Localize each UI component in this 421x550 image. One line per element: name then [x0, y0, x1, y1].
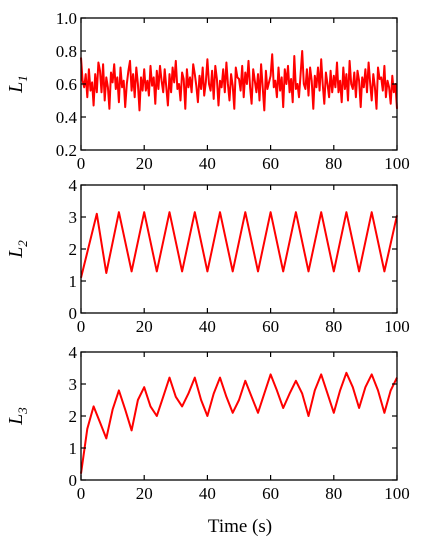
x-tick-label: 100: [384, 154, 410, 173]
x-tick-label: 20: [136, 317, 153, 336]
x-tick-label: 40: [199, 484, 216, 503]
y-tick-label: 1: [69, 272, 78, 291]
x-tick-label: 80: [325, 484, 342, 503]
x-tick-label: 60: [262, 317, 279, 336]
y-tick-label: 3: [69, 208, 78, 227]
y-axis-label: L3: [5, 407, 30, 426]
plot-frame: [80, 351, 398, 481]
x-tick-label: 40: [199, 317, 216, 336]
y-tick-label: 0.2: [56, 141, 77, 160]
y-axis-label: L1: [5, 75, 30, 94]
chart-panel-3: 0 20 40 60 80 100 0 1 2 3 4 L3: [5, 343, 410, 503]
x-axis-label: Time (s): [208, 516, 272, 537]
y-tick-label: 4: [69, 343, 78, 362]
x-tick-label: 100: [384, 484, 410, 503]
series-line-2-1: [80, 211, 398, 279]
x-tick-label: 100: [384, 317, 410, 336]
y-tick-label: 4: [69, 176, 78, 195]
x-tick-label: 20: [136, 484, 153, 503]
x-tick-label: 0: [77, 317, 86, 336]
x-tick-label: 60: [262, 154, 279, 173]
x-tick-label: 0: [77, 154, 86, 173]
chart-panel-1: 0 20 40 60 80 100 0.2 0.4 0.6 0.8 1.0 L1: [5, 9, 410, 173]
y-tick-label: 0: [69, 304, 78, 323]
y-axis-label: L2: [5, 240, 30, 259]
y-tick-label: 0.4: [56, 108, 78, 127]
y-tick-label: 1: [69, 439, 78, 458]
series-line-1-1: [80, 50, 398, 112]
x-tick-label: 20: [136, 154, 153, 173]
y-tick-label: 0.8: [56, 42, 77, 61]
x-tick-label: 40: [199, 154, 216, 173]
x-tick-label: 60: [262, 484, 279, 503]
y-tick-label: 3: [69, 375, 78, 394]
x-tick-label: 0: [77, 484, 86, 503]
y-tick-label: 0: [69, 471, 78, 490]
y-tick-label: 2: [69, 407, 78, 426]
y-tick-label: 0.6: [56, 75, 77, 94]
x-tick-label: 80: [325, 154, 342, 173]
plot-frame: [80, 184, 398, 314]
series-line-3-1: [80, 371, 398, 474]
chart-panel-2: 0 20 40 60 80 100 0 1 2 3 4 L2: [5, 176, 410, 336]
y-tick-label: 1.0: [56, 9, 77, 28]
y-tick-label: 2: [69, 240, 78, 259]
x-tick-label: 80: [325, 317, 342, 336]
